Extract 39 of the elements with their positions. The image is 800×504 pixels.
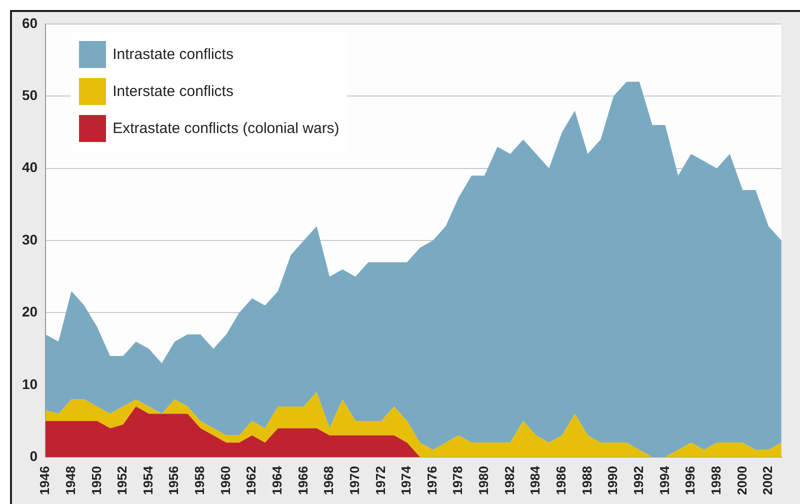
y-tick-label: 50 xyxy=(22,87,38,104)
x-tick-label: 1984 xyxy=(528,465,543,495)
x-tick-label: 1994 xyxy=(656,465,672,495)
x-tick-label: 1966 xyxy=(295,466,310,495)
x-tick-label: 1996 xyxy=(682,466,698,495)
y-tick-label: 40 xyxy=(22,159,38,176)
x-tick-label: 2002 xyxy=(760,466,776,495)
x-tick-label: 1978 xyxy=(450,466,466,495)
x-tick-label: 1980 xyxy=(476,466,492,495)
x-tick-label: 1960 xyxy=(218,466,233,495)
x-tick-label: 1946 xyxy=(37,466,52,495)
x-tick-label: 1956 xyxy=(166,466,182,495)
x-tick-label: 1968 xyxy=(321,466,336,495)
x-tick-label: 1952 xyxy=(114,466,130,495)
x-tick-label: 1974 xyxy=(398,465,414,495)
x-tick-label: 1958 xyxy=(192,466,208,495)
x-tick-label: 1982 xyxy=(502,466,517,495)
x-tick-label: 1964 xyxy=(270,465,285,495)
x-tick-label: 1970 xyxy=(346,466,362,495)
x-tick-label: 1962 xyxy=(244,466,259,495)
x-tick-label: 1948 xyxy=(62,466,78,495)
y-tick-label: 10 xyxy=(22,376,38,392)
x-tick-label: 2000 xyxy=(734,466,750,495)
y-tick-label: 20 xyxy=(22,304,38,320)
y-tick-label: 60 xyxy=(22,14,38,31)
x-tick-label: 1986 xyxy=(554,466,569,495)
legend-label: Extrastate conflicts (colonial wars) xyxy=(112,120,340,137)
legend-label: Interstate conflicts xyxy=(112,83,234,100)
x-tick-label: 1998 xyxy=(708,466,724,495)
x-tick-label: 1972 xyxy=(372,466,388,495)
y-tick-label: 30 xyxy=(22,231,38,248)
x-tick-label: 1988 xyxy=(579,466,594,495)
x-tick-label: 1950 xyxy=(88,466,104,495)
y-tick-label: 0 xyxy=(30,448,38,464)
x-tick-label: 1990 xyxy=(605,466,620,495)
x-tick-label: 1954 xyxy=(140,465,156,495)
x-tick-label: 1976 xyxy=(424,466,440,495)
x-tick-label: 1992 xyxy=(630,466,646,495)
legend-label: Intrastate conflicts xyxy=(112,46,234,63)
